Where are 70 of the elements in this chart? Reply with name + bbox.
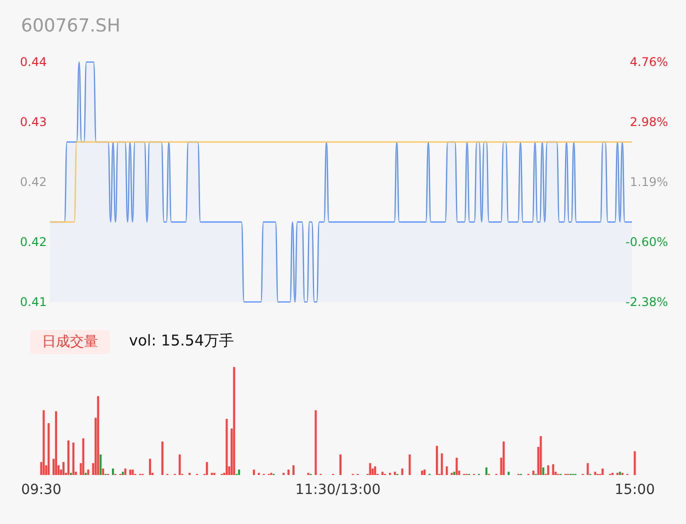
bar: [252, 470, 255, 475]
bar: [314, 410, 317, 475]
bar: [55, 411, 58, 475]
bar: [456, 458, 458, 475]
y2-tick-label: -2.38%: [626, 295, 668, 309]
bar: [112, 468, 114, 475]
y-tick-label: 0.42: [20, 175, 47, 189]
bar: [238, 470, 240, 475]
bar: [288, 470, 290, 475]
text: vol: 15.54万手: [129, 332, 234, 350]
bar: [394, 472, 396, 475]
bar: [540, 436, 542, 475]
bar: [122, 472, 124, 475]
bar: [149, 458, 152, 475]
bar: [67, 440, 70, 475]
bar: [42, 410, 45, 475]
bar: [178, 454, 181, 475]
bar: [436, 446, 438, 475]
bar: [161, 442, 164, 475]
bar: [446, 466, 448, 475]
bar: [532, 470, 534, 475]
bar: [102, 468, 104, 475]
bar: [339, 454, 342, 475]
y2-tick-label: 2.98%: [630, 114, 668, 129]
bar: [48, 423, 50, 475]
y-tick-label: 0.41: [20, 295, 47, 309]
bar: [508, 472, 510, 475]
bar: [82, 438, 84, 475]
y2-tick-label: -0.60%: [626, 235, 668, 250]
bar: [602, 468, 604, 475]
x-tick-label: 09:30: [21, 482, 62, 498]
bar: [100, 454, 102, 475]
bar: [594, 472, 596, 475]
bar: [72, 442, 74, 475]
bar: [206, 462, 208, 475]
bar: [233, 367, 236, 475]
bar: [124, 468, 126, 475]
bar: [440, 453, 443, 475]
bar: [502, 442, 505, 475]
bar: [226, 418, 228, 475]
bar: [292, 465, 294, 475]
x-tick-label: 11:30/13:00: [295, 482, 381, 498]
bar: [408, 454, 411, 475]
bar: [62, 462, 64, 475]
bar: [586, 463, 589, 475]
text: 日成交量: [42, 334, 98, 350]
bar: [485, 467, 488, 475]
bar: [97, 396, 100, 475]
bar: [453, 472, 456, 475]
bar: [421, 470, 424, 475]
y2-tick-label: 1.19%: [630, 175, 668, 189]
bar: [374, 466, 376, 475]
bar: [382, 472, 384, 475]
bar: [369, 463, 372, 475]
chart-title: 600767.SH: [21, 16, 120, 36]
bar: [424, 470, 426, 475]
x-tick-label: 15:00: [614, 482, 655, 498]
bar: [129, 470, 132, 475]
bar: [401, 468, 404, 475]
bar: [547, 465, 550, 475]
y-tick-label: 0.43: [20, 115, 47, 129]
bar: [542, 467, 544, 475]
y2-tick-label: 4.76%: [630, 55, 668, 69]
bar: [618, 472, 621, 475]
bar: [634, 451, 636, 475]
bar: [132, 470, 134, 475]
y-tick-label: 0.44: [20, 55, 47, 69]
bar: [552, 464, 554, 475]
y-tick-label: 0.42: [20, 235, 47, 249]
bar: [87, 470, 90, 475]
